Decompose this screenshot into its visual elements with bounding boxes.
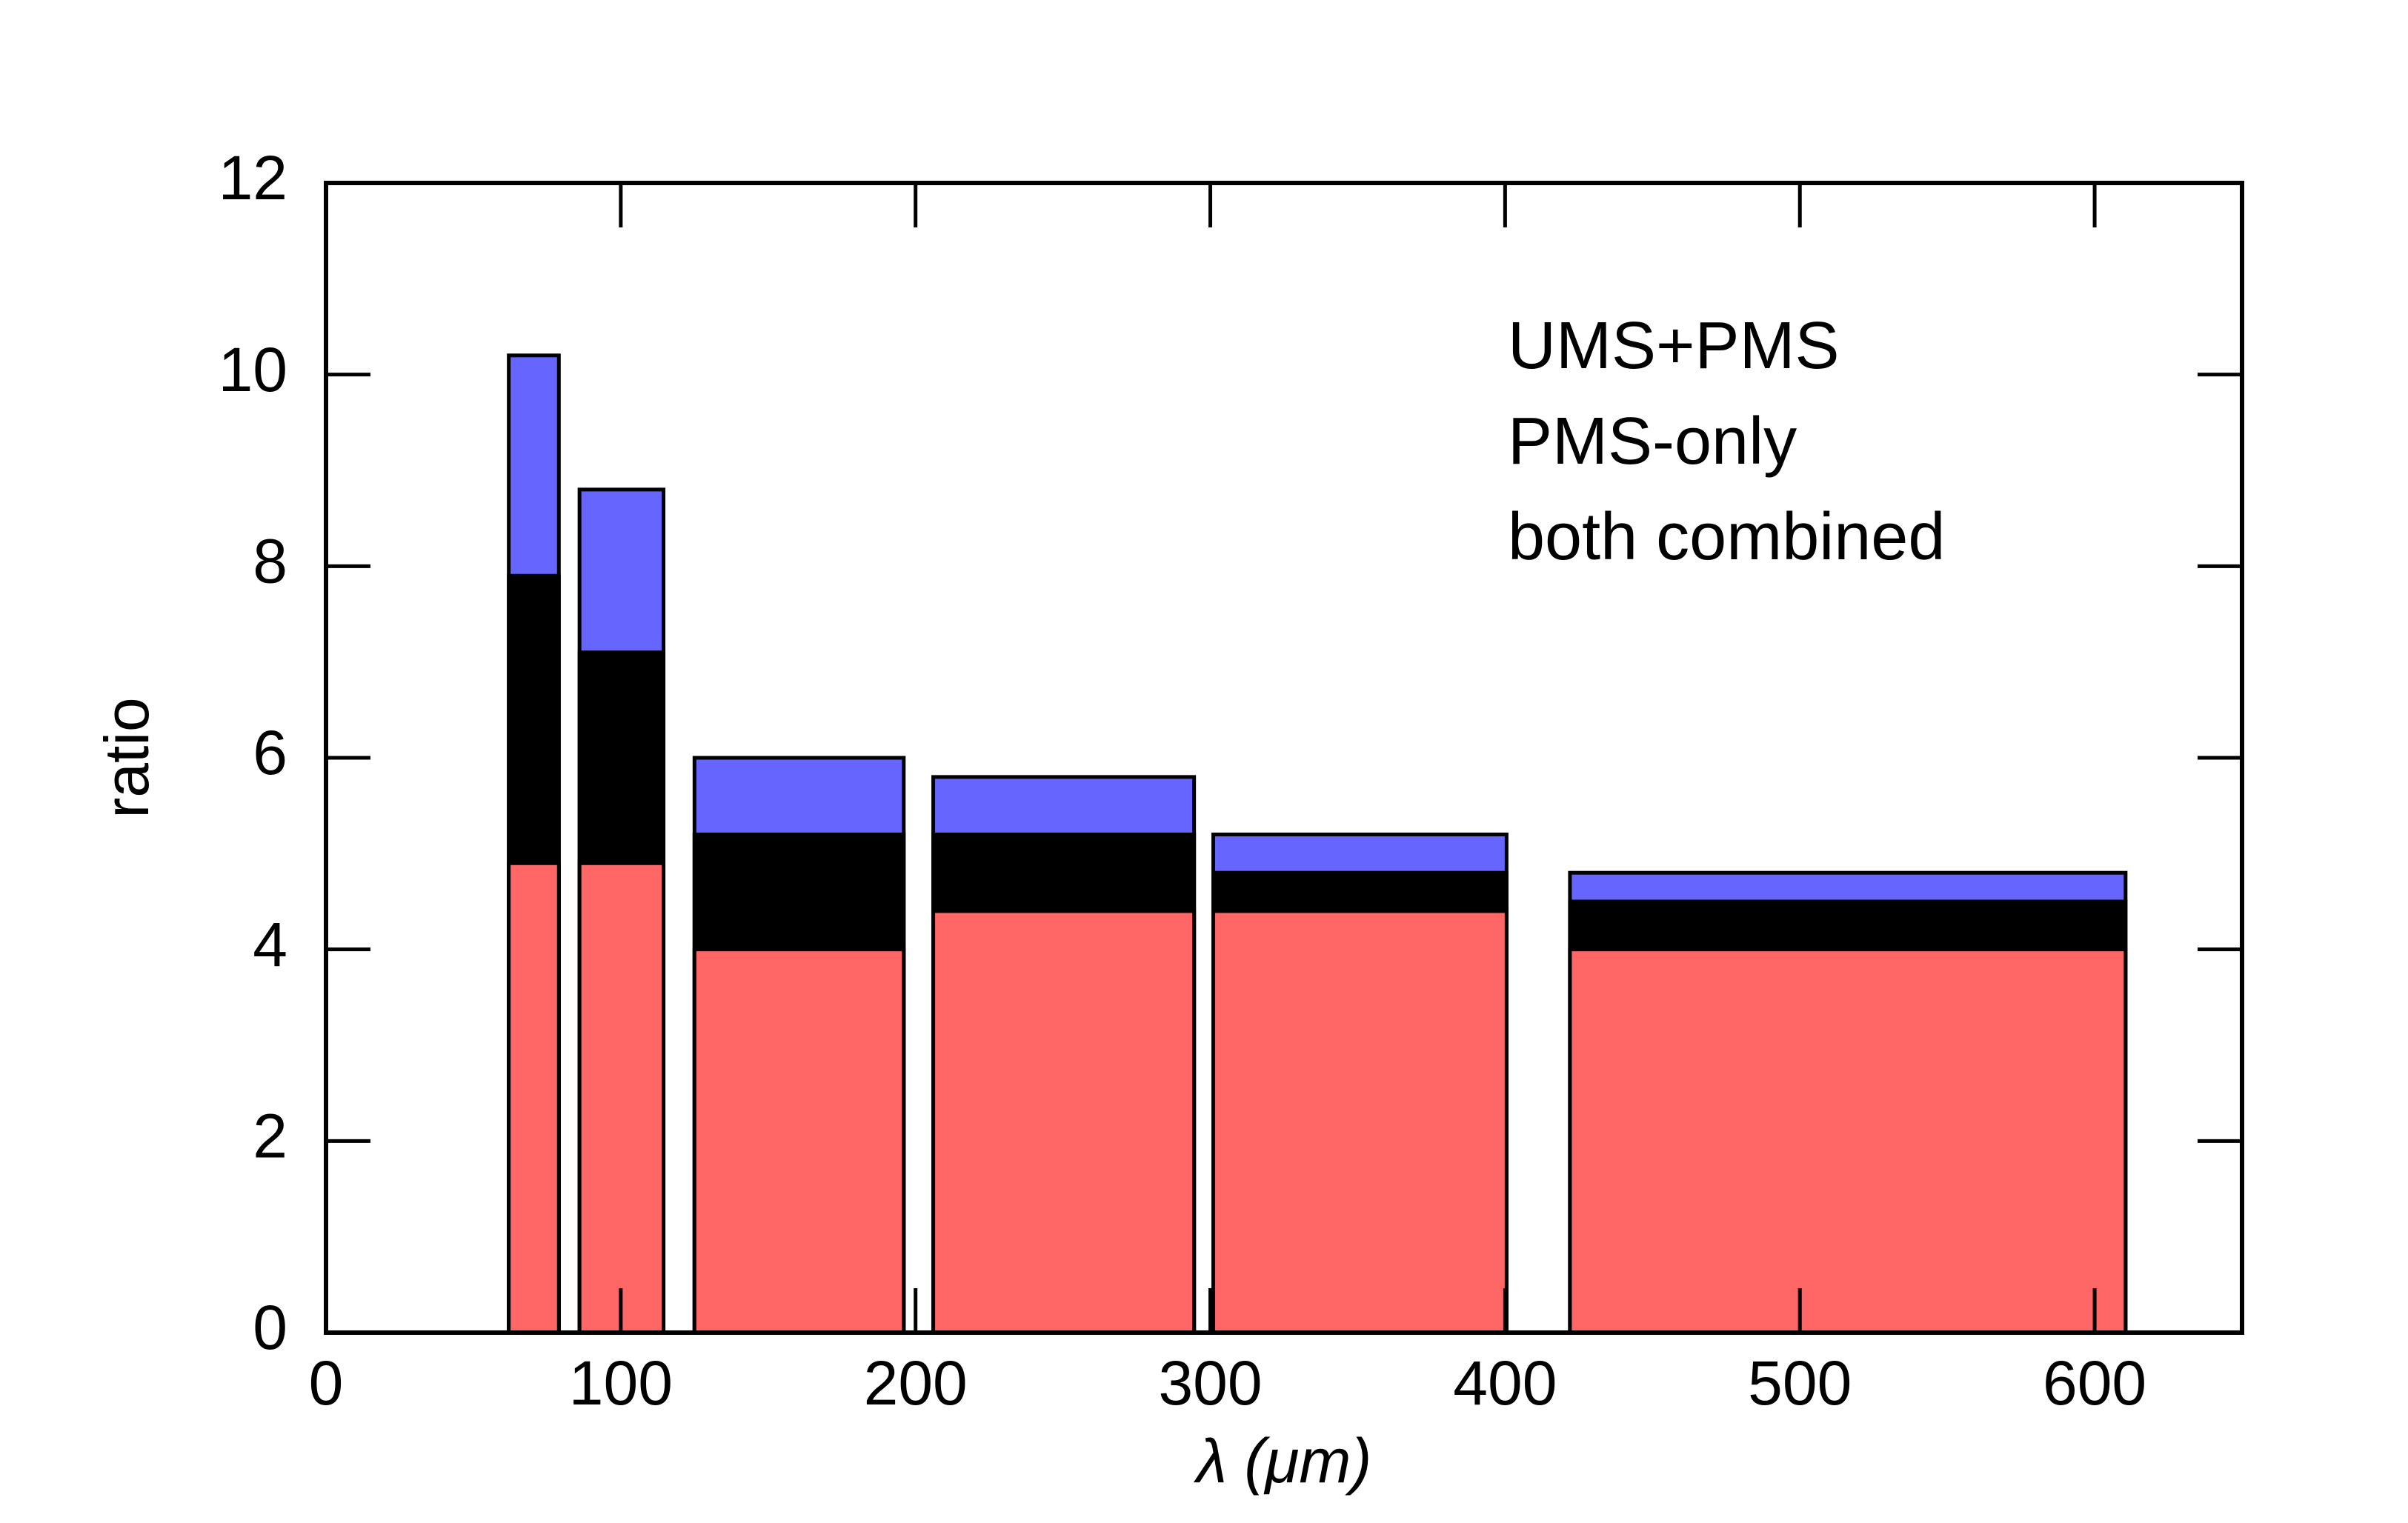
legend-entry: both combined — [1508, 500, 1945, 574]
y-tick-label: 0 — [253, 1293, 287, 1362]
x-tick-label: 400 — [1453, 1348, 1557, 1418]
y-tick-label: 6 — [253, 718, 287, 787]
y-axis-label: ratio — [92, 697, 162, 818]
x-tick-label: 0 — [309, 1348, 344, 1418]
bar — [1211, 909, 1509, 1335]
bar — [577, 861, 666, 1335]
legend-entry: PMS-only — [1508, 404, 1797, 479]
bar — [931, 909, 1197, 1335]
y-tick-label: 12 — [219, 143, 287, 213]
x-tick-label: 300 — [1158, 1348, 1262, 1418]
legend-entry: UMS+PMS — [1508, 309, 1840, 383]
bar — [1568, 947, 2128, 1335]
bar — [507, 861, 561, 1335]
bar — [692, 947, 906, 1335]
y-tick-label: 10 — [219, 335, 287, 404]
y-tick-label: 2 — [253, 1102, 287, 1171]
x-tick-label: 200 — [864, 1348, 968, 1418]
y-tick-label: 8 — [253, 527, 287, 596]
y-tick-label: 4 — [253, 910, 287, 979]
x-tick-label: 100 — [569, 1348, 673, 1418]
x-tick-label: 500 — [1748, 1348, 1852, 1418]
x-axis-label: λ (μm) — [1194, 1426, 1372, 1496]
x-tick-label: 600 — [2043, 1348, 2146, 1418]
